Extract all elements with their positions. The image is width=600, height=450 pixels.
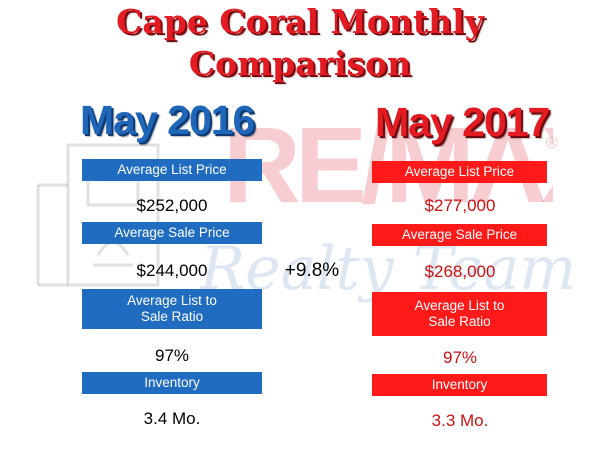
right-ratio-label-line2: Sale Ratio — [428, 314, 491, 329]
left-avg-list-price-value: $252,000 — [136, 196, 208, 215]
left-avg-sale-price-label: Average Sale Price — [82, 222, 262, 244]
left-ratio-label-line2: Sale Ratio — [140, 309, 204, 324]
right-ratio-label-line1: Average List to — [414, 298, 505, 313]
right-avg-list-price-value: $277,000 — [424, 196, 496, 215]
left-ratio-label: Average List to Sale Ratio — [82, 289, 262, 329]
left-avg-sale-price-value: $244,000 — [136, 261, 208, 280]
right-inventory-label: Inventory — [372, 374, 547, 396]
left-ratio-value: 97% — [154, 346, 190, 365]
right-avg-sale-price-value: $268,000 — [424, 262, 496, 281]
percent-change: +9.8% — [284, 260, 340, 281]
right-avg-list-price-label: Average List Price — [372, 161, 547, 183]
left-inventory-value: 3.4 Mo. — [143, 409, 201, 428]
left-ratio-label-line1: Average List to — [127, 293, 217, 308]
right-ratio-label: Average List to Sale Ratio — [372, 292, 547, 336]
title-line-1: Cape Coral Monthly — [116, 2, 484, 41]
right-avg-sale-price-label: Average Sale Price — [372, 224, 547, 246]
year-2016-heading: May 2016 — [80, 97, 255, 143]
left-avg-list-price-label: Average List Price — [82, 159, 262, 181]
right-ratio-value: 97% — [442, 348, 478, 367]
right-inventory-value: 3.3 Mo. — [431, 411, 489, 430]
year-2017-heading: May 2017 — [375, 99, 550, 145]
title-line-2: Comparison — [188, 44, 412, 83]
left-inventory-label: Inventory — [82, 372, 262, 394]
